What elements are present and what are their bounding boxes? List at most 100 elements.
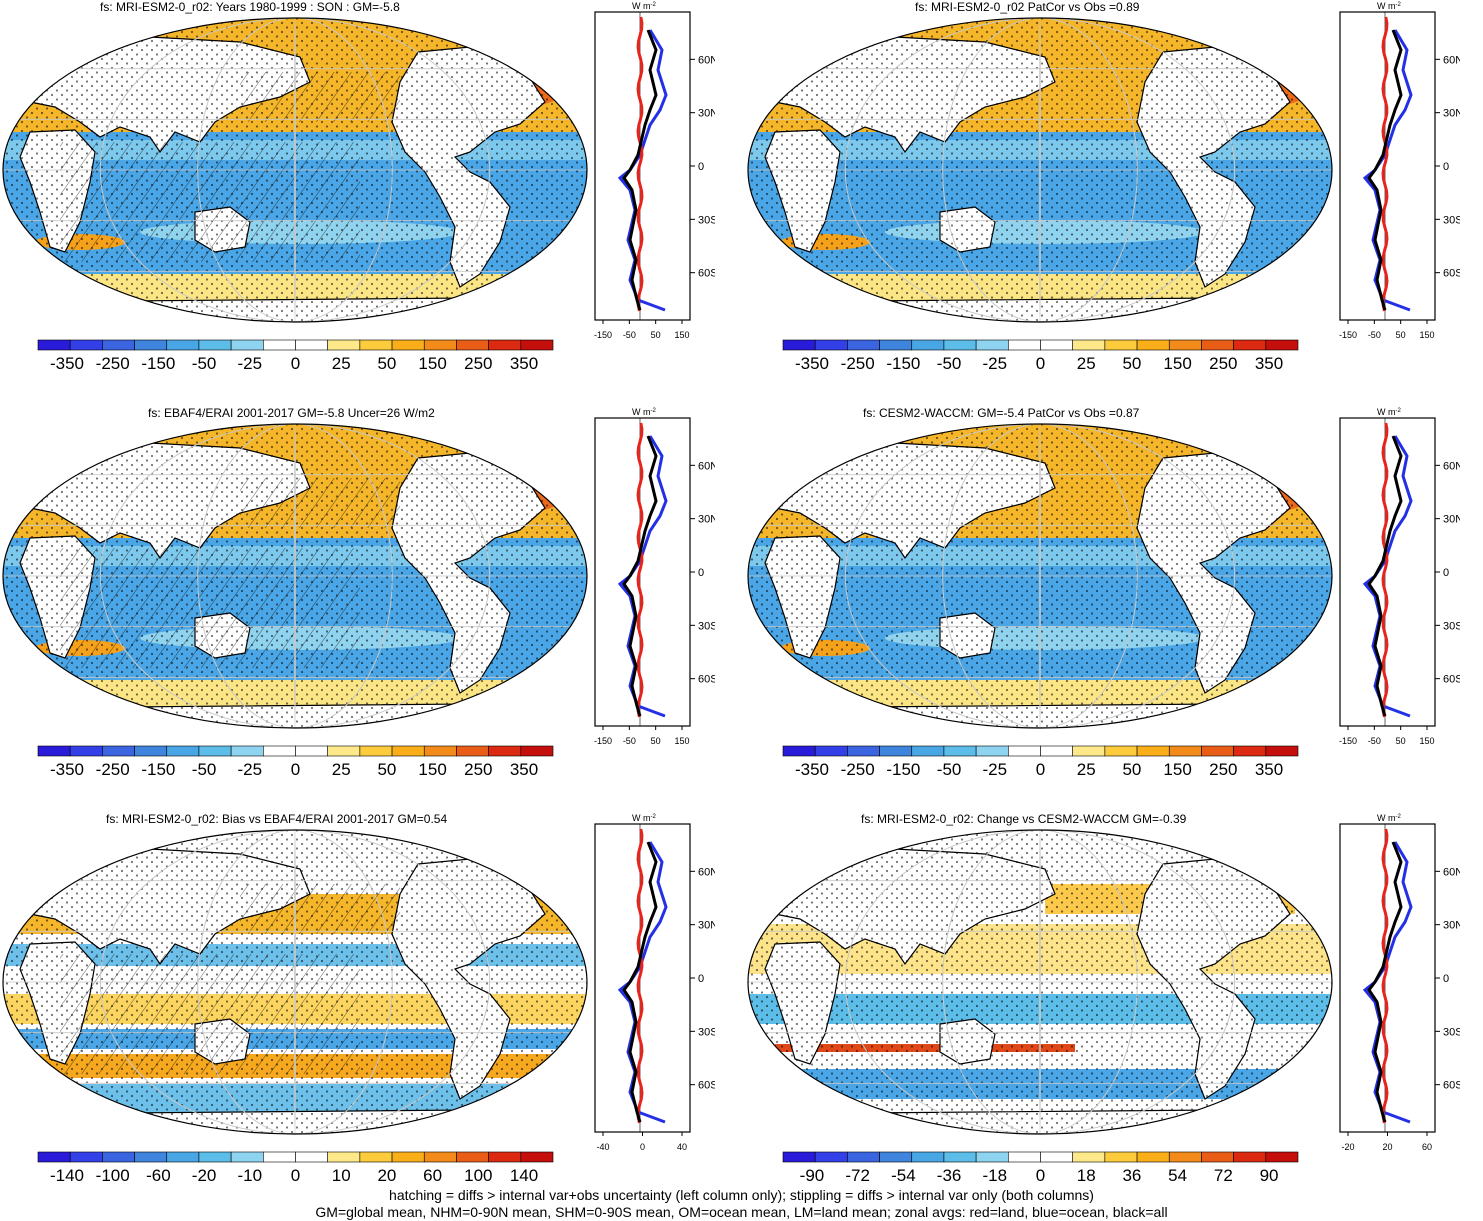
colorbar-swatch <box>1136 745 1170 757</box>
lat-tick-label: 30N <box>1443 920 1460 932</box>
world-map <box>2 17 588 323</box>
zonal-units-label: W m-2 <box>1377 407 1401 417</box>
panel-title: fs: CESM2-WACCM: GM=-5.4 PatCor vs Obs =… <box>863 406 1140 420</box>
colorbar-swatch <box>1201 339 1234 351</box>
colorbar-label: -150 <box>886 760 920 779</box>
colorbar-label: 0 <box>1036 1166 1045 1185</box>
colorbar-swatch <box>1233 339 1267 351</box>
zonal-tick-label: 150 <box>1419 330 1434 340</box>
colorbar-label: 0 <box>1036 354 1045 373</box>
colorbar-swatch <box>456 339 489 351</box>
colorbar-label: -36 <box>937 1166 962 1185</box>
land-mass <box>1264 835 1316 880</box>
map-border <box>747 829 1333 1135</box>
world-map <box>747 17 1333 323</box>
lat-tick-label: 30S <box>1443 214 1460 226</box>
colorbar-swatch <box>102 1151 135 1163</box>
colorbar-swatch <box>1265 1151 1299 1163</box>
colorbar-label: 350 <box>1255 354 1283 373</box>
colorbar-swatch <box>263 1151 296 1163</box>
colorbar-label: -250 <box>841 354 875 373</box>
colorbar-label: -25 <box>238 354 263 373</box>
colorbar-label: 25 <box>1077 354 1096 373</box>
colorbar-swatch <box>134 339 168 351</box>
zonal-tick-label: -40 <box>596 1142 609 1152</box>
lat-tick-label: 60N <box>698 54 715 66</box>
colorbar-swatch <box>1104 339 1138 351</box>
colorbar-swatch <box>1072 339 1106 351</box>
colorbar-label: -140 <box>50 1166 84 1185</box>
colorbar-swatch <box>295 745 328 757</box>
colorbar-label: -25 <box>983 760 1008 779</box>
colorbar-swatch <box>198 1151 232 1163</box>
colorbar-swatch <box>488 745 522 757</box>
map-panel-2: fs: MRI-ESM2-0_r02 PatCor vs Obs =0.89 W… <box>745 0 1483 400</box>
colorbar-swatch <box>230 1151 264 1163</box>
colorbar-label: -250 <box>841 760 875 779</box>
colorbar-swatch <box>391 339 425 351</box>
colorbar-label: 0 <box>291 354 300 373</box>
colorbar-swatch <box>1233 745 1267 757</box>
colorbar-swatch <box>102 745 135 757</box>
colorbar-label: -54 <box>891 1166 916 1185</box>
zonal-tick-label: 50 <box>1396 736 1406 746</box>
colorbar-swatch <box>782 339 816 351</box>
colorbar-swatch <box>943 339 977 351</box>
colorbar-swatch <box>1168 745 1202 757</box>
colorbar-label: 50 <box>377 354 396 373</box>
colorbar-label: 350 <box>1255 760 1283 779</box>
colorbar-label: -350 <box>795 354 829 373</box>
zonal-tick-label: 50 <box>651 736 661 746</box>
colorbar-label: -100 <box>96 1166 130 1185</box>
lat-tick-label: 60N <box>1443 866 1460 878</box>
zonal-tick-label: 150 <box>1419 736 1434 746</box>
colorbar-swatch <box>263 745 296 757</box>
colorbar-label: 18 <box>1077 1166 1096 1185</box>
colorbar-label: -150 <box>141 354 175 373</box>
lat-tick-label: 60S <box>698 674 715 686</box>
colorbar-swatch <box>166 745 200 757</box>
colorbar-label: 350 <box>510 354 538 373</box>
colorbar-swatch <box>295 1151 328 1163</box>
colorbar-label: 150 <box>418 760 446 779</box>
lat-tick-label: 0 <box>698 567 704 579</box>
colorbar-label: -25 <box>238 760 263 779</box>
colorbar-swatch <box>134 745 168 757</box>
colorbar-label: -60 <box>146 1166 171 1185</box>
map-border <box>747 423 1333 729</box>
zonal-average-plot: W m-2 60N 30N 0 30S 60S -150 -50 50 150 <box>1339 1 1460 340</box>
colorbar-label: 54 <box>1168 1166 1187 1185</box>
colorbar: -90 -72 -54 -36 -18 0 18 36 54 72 90 <box>782 1151 1299 1185</box>
zonal-units-label: W m-2 <box>632 407 656 417</box>
lat-tick-label: 30N <box>1443 514 1460 526</box>
colorbar-label: 150 <box>418 354 446 373</box>
zonal-tick-label: 60 <box>1422 1142 1432 1152</box>
zonal-average-plot: W m-2 60N 30N 0 30S 60S -40 0 40 <box>594 813 715 1152</box>
map-panel-1: fs: MRI-ESM2-0_r02: Years 1980-1999 : SO… <box>0 0 740 400</box>
colorbar-label: 36 <box>1122 1166 1141 1185</box>
colorbar-label: 250 <box>1209 760 1237 779</box>
colorbar: -350 -250 -150 -50 -25 0 25 50 150 250 350 <box>782 745 1299 779</box>
colorbar-swatch <box>327 339 361 351</box>
lat-tick-label: 60S <box>698 1080 715 1092</box>
colorbar-swatch <box>847 1151 880 1163</box>
colorbar-swatch <box>488 339 522 351</box>
map-panel-6: fs: MRI-ESM2-0_r02: Change vs CESM2-WACC… <box>745 812 1483 1212</box>
colorbar-swatch <box>488 1151 522 1163</box>
zonal-tick-label: 50 <box>651 330 661 340</box>
lat-tick-label: 60S <box>698 268 715 280</box>
colorbar-swatch <box>879 1151 913 1163</box>
lat-tick-label: 60S <box>1443 674 1460 686</box>
lat-tick-label: 0 <box>1443 567 1449 579</box>
colorbar-label: 25 <box>1077 760 1096 779</box>
lat-tick-label: 60S <box>1443 1080 1460 1092</box>
colorbar-swatch <box>1040 745 1073 757</box>
map-border <box>747 17 1333 323</box>
colorbar-swatch <box>37 745 71 757</box>
colorbar-swatch <box>1040 1151 1073 1163</box>
zonal-units-label: W m-2 <box>1377 813 1401 823</box>
colorbar-swatch <box>37 339 71 351</box>
lat-tick-label: 30S <box>698 214 715 226</box>
colorbar-label: 0 <box>291 760 300 779</box>
zonal-tick-label: -50 <box>623 330 636 340</box>
